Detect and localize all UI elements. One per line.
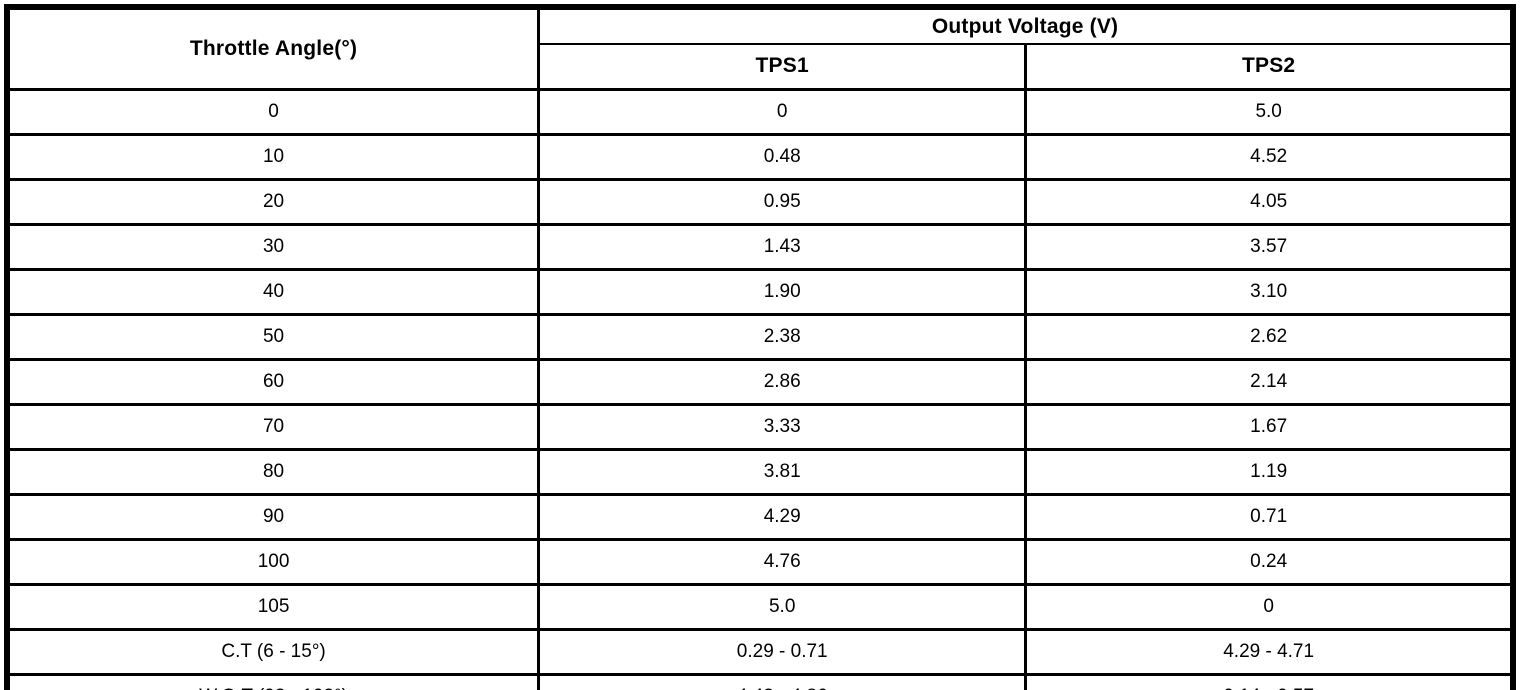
column-header-throttle-angle: Throttle Angle(°) bbox=[5, 5, 541, 90]
table-row: 0 0 5.0 bbox=[5, 87, 1515, 136]
tps2-cell: 0 bbox=[1024, 582, 1515, 631]
tps1-cell: 4.43 - 4.86 bbox=[537, 672, 1028, 690]
angle-cell: 80 bbox=[5, 447, 541, 496]
tps2-cell: 2.62 bbox=[1024, 312, 1515, 361]
header-sub-row: TPS1 TPS2 bbox=[7, 43, 1515, 90]
tps1-cell: 0 bbox=[537, 87, 1028, 136]
tps1-cell: 1.43 bbox=[537, 222, 1028, 271]
tps2-cell: 3.10 bbox=[1024, 267, 1515, 316]
angle-cell: 20 bbox=[5, 177, 541, 226]
tps2-cell: 1.67 bbox=[1024, 402, 1515, 451]
tps1-cell: 4.29 bbox=[537, 492, 1028, 541]
tps2-cell: 0.71 bbox=[1024, 492, 1515, 541]
table-row: C.T (6 - 15°) 0.29 - 0.71 4.29 - 4.71 bbox=[5, 627, 1515, 676]
table-row: 10 0.48 4.52 bbox=[5, 132, 1515, 181]
table-row: 70 3.33 1.67 bbox=[5, 402, 1515, 451]
tps1-cell: 3.33 bbox=[537, 402, 1028, 451]
tps2-cell: 4.29 - 4.71 bbox=[1024, 627, 1515, 676]
angle-cell: W.O.T (93 - 102°) bbox=[5, 672, 541, 690]
tps-voltage-spec-table: Throttle Angle(°) Output Voltage (V) TPS… bbox=[4, 4, 1516, 690]
column-header-tps1: TPS1 bbox=[537, 43, 1028, 90]
table-row: 40 1.90 3.10 bbox=[5, 267, 1515, 316]
table-row: 30 1.43 3.57 bbox=[5, 222, 1515, 271]
tps2-cell: 0.14 - 0.57 bbox=[1024, 672, 1515, 690]
tps1-cell: 5.0 bbox=[537, 582, 1028, 631]
angle-cell: 90 bbox=[5, 492, 541, 541]
table-row: W.O.T (93 - 102°) 4.43 - 4.86 0.14 - 0.5… bbox=[5, 672, 1515, 690]
table-row: 100 4.76 0.24 bbox=[5, 537, 1515, 586]
tps1-cell: 0.29 - 0.71 bbox=[537, 627, 1028, 676]
table-body: 0 0 5.0 10 0.48 4.52 20 0.95 4.05 30 1.4… bbox=[5, 87, 1515, 690]
tps2-cell: 0.24 bbox=[1024, 537, 1515, 586]
tps1-cell: 3.81 bbox=[537, 447, 1028, 496]
tps1-cell: 2.38 bbox=[537, 312, 1028, 361]
tps2-cell: 4.05 bbox=[1024, 177, 1515, 226]
tps2-cell: 5.0 bbox=[1024, 87, 1515, 136]
angle-cell: 30 bbox=[5, 222, 541, 271]
angle-cell: 10 bbox=[5, 132, 541, 181]
tps1-cell: 4.76 bbox=[537, 537, 1028, 586]
tps2-cell: 2.14 bbox=[1024, 357, 1515, 406]
angle-cell: 40 bbox=[5, 267, 541, 316]
angle-cell: C.T (6 - 15°) bbox=[5, 627, 541, 676]
angle-cell: 100 bbox=[5, 537, 541, 586]
table-row: 90 4.29 0.71 bbox=[5, 492, 1515, 541]
tps1-cell: 0.48 bbox=[537, 132, 1028, 181]
column-header-output-voltage: Output Voltage (V) bbox=[537, 5, 1515, 45]
tps1-cell: 0.95 bbox=[537, 177, 1028, 226]
tps1-cell: 2.86 bbox=[537, 357, 1028, 406]
header-group-row: Throttle Angle(°) Output Voltage (V) bbox=[5, 5, 1515, 90]
angle-cell: 70 bbox=[5, 402, 541, 451]
angle-cell: 0 bbox=[5, 87, 541, 136]
tps2-cell: 1.19 bbox=[1024, 447, 1515, 496]
angle-cell: 60 bbox=[5, 357, 541, 406]
table-header: Throttle Angle(°) Output Voltage (V) TPS… bbox=[5, 5, 1515, 90]
table-row: 105 5.0 0 bbox=[5, 582, 1515, 631]
tps2-cell: 3.57 bbox=[1024, 222, 1515, 271]
table-row: 20 0.95 4.05 bbox=[5, 177, 1515, 226]
angle-cell: 105 bbox=[5, 582, 541, 631]
table-row: 50 2.38 2.62 bbox=[5, 312, 1515, 361]
table-row: 60 2.86 2.14 bbox=[5, 357, 1515, 406]
table-row: 80 3.81 1.19 bbox=[5, 447, 1515, 496]
tps1-cell: 1.90 bbox=[537, 267, 1028, 316]
angle-cell: 50 bbox=[5, 312, 541, 361]
tps2-cell: 4.52 bbox=[1024, 132, 1515, 181]
column-header-tps2: TPS2 bbox=[1024, 43, 1515, 90]
